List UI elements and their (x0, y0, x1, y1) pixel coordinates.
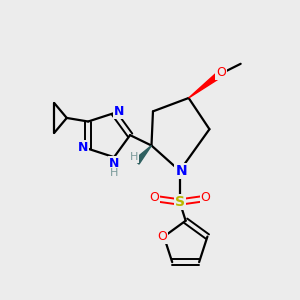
Text: O: O (149, 191, 159, 204)
Text: O: O (216, 66, 226, 79)
Polygon shape (189, 72, 222, 98)
Polygon shape (134, 146, 152, 164)
Text: H: H (110, 168, 118, 178)
Text: N: N (78, 141, 88, 154)
Text: S: S (175, 195, 185, 209)
Text: H: H (130, 152, 138, 162)
Text: N: N (114, 105, 124, 118)
Text: O: O (201, 191, 211, 204)
Text: N: N (109, 157, 119, 170)
Text: O: O (158, 230, 167, 243)
Text: N: N (176, 164, 187, 178)
